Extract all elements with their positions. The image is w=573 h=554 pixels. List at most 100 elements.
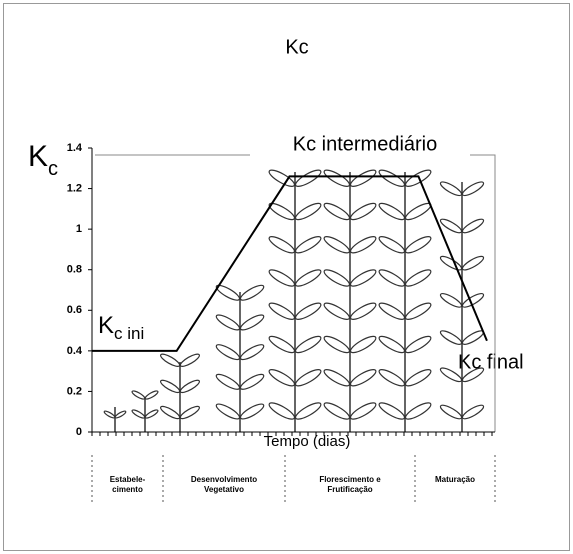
stage-label: Maturação: [435, 475, 475, 484]
plant-leaf: [214, 312, 241, 332]
plant-leaf: [349, 167, 378, 189]
y-label-sub: c: [48, 158, 58, 180]
plant-leaf: [103, 410, 115, 419]
plant-leaf: [322, 334, 351, 356]
plant-leaf: [404, 234, 433, 256]
plant-leaf: [349, 334, 378, 356]
plant-leaf: [322, 201, 351, 223]
plant-leaf: [131, 390, 146, 401]
plant-leaf: [461, 328, 485, 346]
stage-label: Estabele-: [110, 475, 146, 484]
plant-leaf: [294, 201, 323, 223]
stage-label: cimento: [112, 485, 143, 494]
plant-leaf: [349, 267, 378, 289]
plant-leaf: [404, 300, 433, 322]
plant-leaf: [349, 367, 378, 389]
plant-leaf: [404, 267, 433, 289]
chart-title: Kc: [285, 36, 308, 58]
plant-leaf: [322, 167, 351, 189]
plant-leaf: [404, 367, 433, 389]
y-label-main: K: [28, 140, 48, 173]
plant-leaf: [349, 201, 378, 223]
plant-leaf: [294, 400, 323, 422]
y-tick-label: 0.6: [67, 304, 82, 316]
stage-label: Vegetativo: [204, 485, 244, 494]
plant-leaf: [239, 342, 266, 362]
stage-label: Desenvolvimento: [191, 475, 257, 484]
plant-leaf: [179, 378, 201, 394]
plant-leaf: [267, 267, 296, 289]
plant-leaf: [377, 300, 406, 322]
kc-ini-main: K: [98, 312, 114, 339]
plant-leaf: [239, 401, 266, 421]
plant-leaf: [294, 234, 323, 256]
plant-leaf: [461, 403, 485, 421]
plant-leaf: [179, 352, 201, 368]
plant-leaf: [294, 334, 323, 356]
stage-label: Florescimento e: [319, 475, 381, 484]
plant-leaf: [267, 300, 296, 322]
plant-leaf: [294, 267, 323, 289]
y-tick-label: 0: [76, 426, 82, 438]
plant-leaf: [267, 367, 296, 389]
plant-leaf: [322, 267, 351, 289]
plant-leaf: [239, 372, 266, 392]
plant-leaf: [322, 400, 351, 422]
plant-leaf: [439, 291, 463, 309]
plant-leaf: [131, 409, 146, 420]
stage-label: Frutificação: [327, 485, 372, 494]
kc-ini-sub: c ini: [114, 324, 144, 343]
plant-leaf: [159, 404, 181, 420]
plant-leaf: [214, 342, 241, 362]
plant-leaf: [322, 300, 351, 322]
plant-leaf: [349, 300, 378, 322]
plant-leaf: [294, 367, 323, 389]
y-tick-label: 0.8: [67, 264, 82, 276]
plant-leaf: [322, 367, 351, 389]
plant-leaf: [159, 378, 181, 394]
plant-leaf: [404, 400, 433, 422]
plant-leaf: [239, 283, 266, 303]
plant-leaf: [322, 234, 351, 256]
plant-leaf: [377, 267, 406, 289]
y-axis-label: Kc: [28, 140, 58, 180]
chart: Kc Kc Tempo (dias) Kc ini Kc intermediár…: [0, 0, 573, 554]
plant-leaf: [159, 352, 181, 368]
y-tick-label: 0.2: [67, 385, 82, 397]
plant-leaf: [144, 409, 159, 420]
plant-leaf: [294, 167, 323, 189]
y-tick-label: 1.4: [67, 142, 83, 154]
kc-line: [92, 176, 487, 350]
y-tick-label: 1: [76, 223, 82, 235]
plant-leaf: [404, 201, 433, 223]
plant-leaf: [461, 217, 485, 235]
plant-leaf: [294, 300, 323, 322]
plant-leaf: [267, 234, 296, 256]
plant-leaf: [404, 334, 433, 356]
plant-leaf: [114, 410, 126, 419]
plant-leaf: [239, 312, 266, 332]
plant-leaf: [439, 180, 463, 198]
plant-illustrations: [103, 167, 485, 432]
kc-mid-label: Kc intermediário: [293, 133, 438, 155]
plant-leaf: [377, 234, 406, 256]
plant-leaf: [179, 404, 201, 420]
y-tick-label: 0.4: [67, 345, 83, 357]
plant-leaf: [267, 400, 296, 422]
plant-leaf: [377, 167, 406, 189]
plant-leaf: [439, 328, 463, 346]
plant-leaf: [439, 403, 463, 421]
plant-leaf: [461, 254, 485, 272]
y-tick-label: 1.2: [67, 182, 82, 194]
plant-leaf: [267, 167, 296, 189]
plant-leaf: [144, 390, 159, 401]
plant-leaf: [349, 234, 378, 256]
plant-leaf: [214, 401, 241, 421]
plant-leaf: [377, 201, 406, 223]
plant-leaf: [377, 367, 406, 389]
plant-leaf: [267, 334, 296, 356]
plant-leaf: [461, 180, 485, 198]
kc-final-label: Kc final: [458, 351, 524, 373]
plant-leaf: [349, 400, 378, 422]
x-axis-label: Tempo (dias): [264, 433, 351, 450]
